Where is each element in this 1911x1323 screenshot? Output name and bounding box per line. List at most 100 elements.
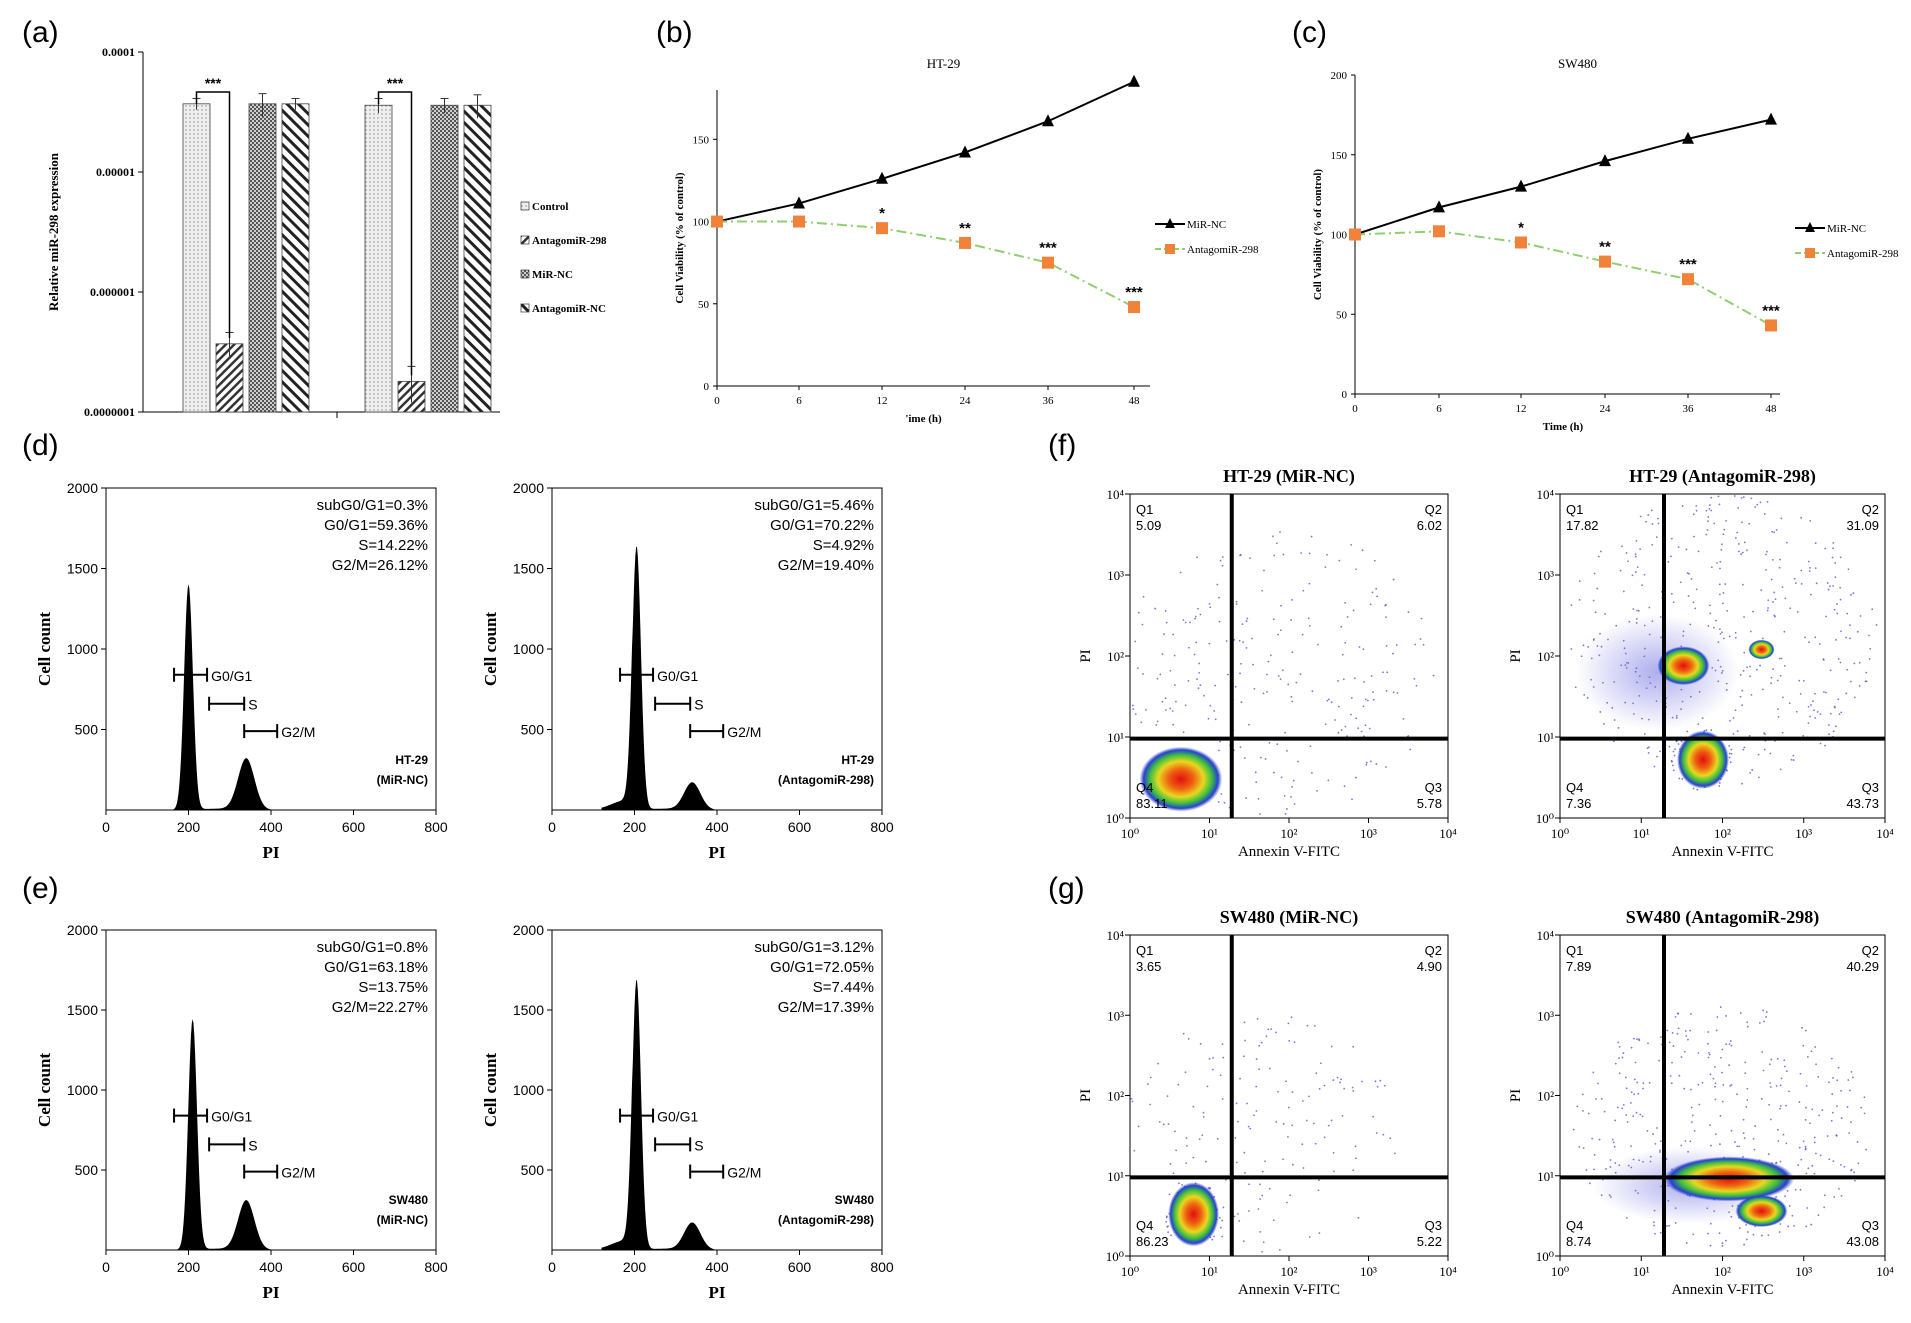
- event-dot: [1272, 1219, 1275, 1222]
- event-dot: [1239, 554, 1241, 557]
- event-dot: [1802, 1140, 1805, 1143]
- event-dot: [1837, 658, 1840, 660]
- event-dot: [1779, 558, 1782, 561]
- event-dot: [1624, 1076, 1627, 1079]
- event-dot: [1760, 589, 1763, 592]
- y-tick-label: 1500: [513, 561, 544, 577]
- y-tick-label: 10⁰: [1536, 1249, 1554, 1264]
- event-dot: [1685, 1035, 1688, 1037]
- event-dot: [1369, 603, 1372, 606]
- event-dot: [1684, 1030, 1687, 1032]
- point-antagomir: [876, 222, 888, 235]
- event-dot: [1327, 698, 1330, 701]
- event-dot: [1770, 1058, 1773, 1061]
- event-dot: [1838, 1187, 1840, 1190]
- event-dot: [1719, 1143, 1721, 1146]
- event-dot: [1749, 772, 1752, 774]
- x-tick-label: 800: [424, 819, 448, 835]
- event-dot: [1197, 687, 1200, 690]
- event-dot: [1657, 522, 1660, 525]
- bar: [281, 103, 310, 413]
- event-dot: [1167, 1231, 1170, 1234]
- y-tick-label: 10²: [1537, 649, 1554, 664]
- event-dot: [1181, 1183, 1183, 1186]
- event-dot: [1745, 1223, 1748, 1226]
- event-dot: [1291, 599, 1293, 601]
- event-dot: [1268, 1067, 1271, 1070]
- event-dot: [1786, 1189, 1789, 1192]
- event-dot: [1672, 769, 1675, 772]
- quadrant-name: Q2: [1862, 943, 1879, 958]
- event-dot: [1414, 643, 1417, 646]
- panel-c-line-chart: (c) SW480 0 50 100 150 200 0 6 12 24 36 48 Time (h) Ce…: [1292, 16, 1899, 433]
- event-dot: [1826, 582, 1829, 584]
- quadrant-name: Q3: [1425, 780, 1442, 795]
- plot-title: HT-29 (AntagomiR-298): [1629, 466, 1816, 487]
- event-dot: [1715, 619, 1717, 622]
- event-dot: [1392, 578, 1395, 581]
- event-dot: [1819, 742, 1822, 745]
- event-dot: [1708, 504, 1711, 506]
- event-dot: [1823, 1206, 1826, 1209]
- event-dot: [1222, 1206, 1225, 1209]
- event-dot: [1204, 1160, 1207, 1163]
- x-tick-label: 10³: [1360, 1264, 1377, 1279]
- event-dot: [1189, 621, 1191, 624]
- event-dot: [1259, 813, 1261, 815]
- event-dot: [1688, 572, 1690, 575]
- event-dot: [1824, 547, 1827, 550]
- event-dot: [1652, 1221, 1655, 1224]
- event-dot: [1614, 1062, 1617, 1065]
- event-dot: [1249, 557, 1251, 560]
- event-dot: [1244, 1039, 1246, 1042]
- event-dot: [1799, 692, 1802, 695]
- event-dot: [1852, 592, 1855, 594]
- event-dot: [1341, 1114, 1344, 1117]
- event-dot: [1646, 747, 1649, 750]
- event-dot: [1762, 1069, 1765, 1072]
- event-dot: [1626, 1121, 1629, 1123]
- event-dot: [1813, 1172, 1816, 1175]
- event-dot: [1748, 522, 1751, 525]
- event-dot: [1771, 530, 1774, 533]
- event-dot: [1814, 636, 1817, 639]
- y-tick-label: 10⁰: [1536, 811, 1554, 826]
- event-dot: [1291, 1091, 1294, 1094]
- event-dot: [1807, 1167, 1810, 1170]
- event-dot: [1257, 1208, 1260, 1210]
- gate-label: G0/G1: [211, 1109, 252, 1125]
- event-dot: [1730, 1083, 1733, 1086]
- event-dot: [1832, 1160, 1835, 1163]
- event-dot: [1741, 689, 1744, 692]
- event-dot: [1249, 1127, 1252, 1130]
- event-dot: [1847, 1079, 1850, 1081]
- event-dot: [1164, 709, 1167, 711]
- event-dot: [1728, 756, 1731, 759]
- cell-cycle-stat: subG0/G1=5.46%: [754, 497, 874, 514]
- event-dot: [1672, 1045, 1675, 1047]
- event-dot: [1812, 700, 1814, 703]
- event-dot: [1350, 697, 1353, 699]
- event-dot: [1802, 734, 1805, 737]
- x-tick-label: 12: [1516, 403, 1527, 415]
- y-tick-label: 50: [1336, 309, 1348, 321]
- x-tick-label: 10⁴: [1439, 826, 1457, 841]
- event-dot: [1295, 681, 1298, 684]
- gate-label: S: [248, 1137, 257, 1153]
- event-dot: [1690, 1121, 1693, 1124]
- event-dot: [1592, 599, 1595, 602]
- significance-stars: ***: [205, 75, 222, 91]
- event-dot: [1309, 745, 1312, 748]
- quadrant-value: 5.22: [1417, 1234, 1442, 1249]
- event-dot: [1683, 1087, 1686, 1090]
- significance-stars: *: [879, 205, 885, 222]
- event-dot: [1771, 558, 1774, 561]
- event-dot: [1291, 651, 1294, 654]
- x-tick-label: 36: [1683, 403, 1695, 415]
- y-tick-label: 10²: [1537, 1089, 1554, 1104]
- event-dot: [1291, 1163, 1294, 1166]
- event-dot: [1769, 1082, 1772, 1084]
- significance-stars: ***: [1039, 240, 1057, 257]
- event-dot: [1291, 785, 1294, 788]
